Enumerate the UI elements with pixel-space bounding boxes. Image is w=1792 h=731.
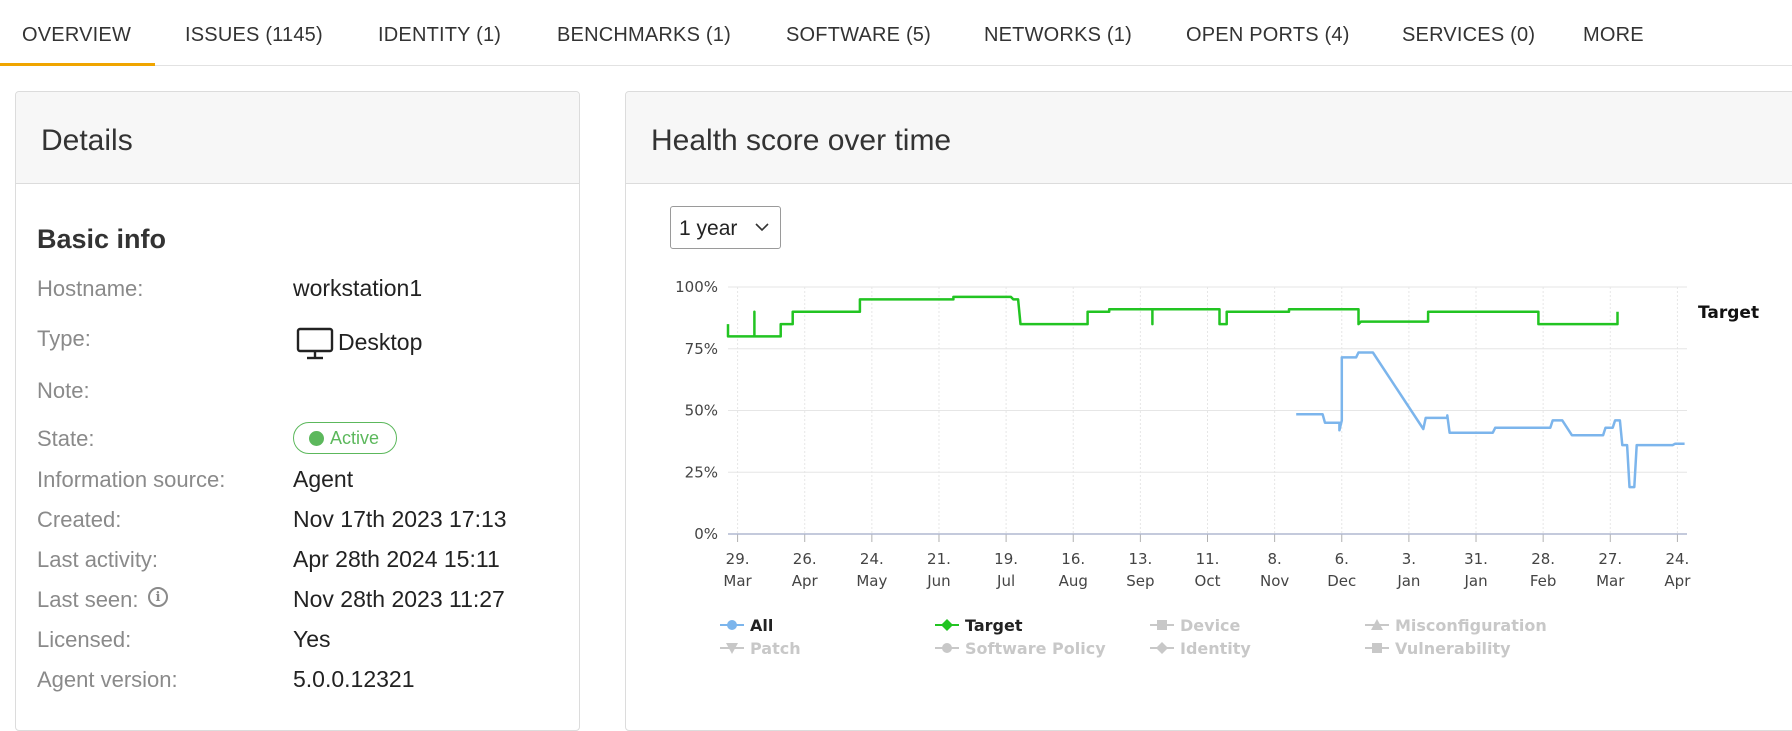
tab-benchmarks[interactable]: BENCHMARKS (1)	[557, 24, 731, 46]
tab-open-ports[interactable]: OPEN PORTS (4)	[1186, 24, 1350, 46]
x-tick-label-day: 27.	[1598, 550, 1622, 568]
type-label: Type:	[37, 326, 91, 351]
series-line-all	[1296, 351, 1685, 489]
legend-item-identity[interactable]: Identity	[1180, 639, 1251, 658]
legend-circle-icon	[942, 643, 952, 653]
legend-triangle-down-icon	[726, 643, 738, 654]
x-tick-label-month: Nov	[1260, 572, 1289, 590]
health-card-header: Health score over time	[626, 92, 1792, 184]
series-line-target	[726, 295, 1619, 338]
details-card-header: Details	[16, 92, 579, 184]
source-value: Agent	[293, 466, 354, 492]
status-dot-icon	[309, 431, 324, 446]
x-tick-label-day: 24.	[860, 550, 884, 568]
legend-square-icon	[1157, 620, 1167, 630]
x-tick-label-day: 16.	[1061, 550, 1085, 568]
legend-square-icon	[1372, 643, 1382, 653]
x-tick-label-day: 21.	[927, 550, 951, 568]
legend-item-patch[interactable]: Patch	[750, 639, 801, 658]
tab-software[interactable]: SOFTWARE (5)	[786, 24, 931, 46]
y-tick-label: 0%	[694, 525, 718, 543]
x-tick-label-month: Apr	[792, 572, 819, 590]
legend-item-device[interactable]: Device	[1180, 616, 1241, 635]
x-tick-label-day: 26.	[793, 550, 817, 568]
x-tick-label-day: 3.	[1402, 550, 1416, 568]
time-range-value: 1 year	[679, 217, 738, 240]
agent-version-value: 5.0.0.12321	[293, 666, 415, 692]
x-tick-label-day: 19.	[994, 550, 1018, 568]
type-value: Desktop	[338, 329, 423, 355]
last-seen-value: Nov 28th 2023 11:27	[293, 586, 505, 612]
x-tick-label-day: 11.	[1196, 550, 1220, 568]
time-range-select[interactable]: 1 year	[670, 206, 781, 249]
legend-item-all[interactable]: All	[750, 616, 773, 635]
y-tick-label: 50%	[685, 402, 718, 420]
tab-more[interactable]: MORE	[1583, 24, 1644, 46]
tab-identity[interactable]: IDENTITY (1)	[378, 24, 502, 46]
agent-version-label: Agent version:	[37, 667, 178, 692]
y-tick-label: 25%	[685, 463, 718, 481]
licensed-label: Licensed:	[37, 627, 132, 652]
x-tick-label-month: May	[856, 572, 887, 590]
legend-item-misconfiguration[interactable]: Misconfiguration	[1395, 616, 1547, 635]
note-label: Note:	[37, 378, 90, 403]
x-tick-label-month: Aug	[1059, 572, 1088, 590]
legend-item-target[interactable]: Target	[965, 616, 1023, 635]
y-tick-label: 100%	[675, 278, 718, 296]
x-tick-label-day: 29.	[726, 550, 750, 568]
details-card: Details	[15, 91, 580, 731]
tab-services[interactable]: SERVICES (0)	[1402, 24, 1536, 46]
legend-triangle-icon	[1371, 619, 1383, 630]
health-title: Health score over time	[651, 124, 952, 157]
details-title: Details	[41, 124, 133, 157]
x-tick-label-day: 6.	[1335, 550, 1349, 568]
target-line-label: Target	[1698, 303, 1759, 323]
legend-diamond-icon	[1156, 642, 1168, 654]
x-tick-label-month: Dec	[1327, 572, 1356, 590]
status-badge-text: Active	[330, 428, 380, 448]
tab-networks[interactable]: NETWORKS (1)	[984, 24, 1132, 46]
x-tick-label-month: Jan	[1463, 572, 1487, 590]
x-tick-label-month: Jun	[926, 572, 950, 590]
active-tab-indicator	[0, 63, 155, 66]
x-tick-label-day: 24.	[1665, 550, 1689, 568]
chevron-down-icon	[755, 223, 769, 232]
desktop-icon	[296, 327, 334, 366]
x-tick-label-month: Mar	[723, 572, 752, 590]
tab-overview[interactable]: OVERVIEW	[22, 24, 132, 46]
status-badge: Active	[293, 422, 397, 454]
tab-bar: OVERVIEW ISSUES (1145) IDENTITY (1) BENC…	[0, 0, 1792, 66]
x-tick-label-month: Sep	[1126, 572, 1154, 590]
x-tick-label-month: Jul	[996, 572, 1015, 590]
last-seen-label: Last seen:	[37, 587, 139, 612]
licensed-value: Yes	[293, 626, 331, 652]
created-label: Created:	[37, 507, 122, 532]
last-activity-label: Last activity:	[37, 547, 159, 572]
x-tick-label-month: Apr	[1664, 572, 1691, 590]
y-tick-label: 75%	[685, 340, 718, 358]
legend-circle-icon	[727, 620, 737, 630]
x-tick-label-month: Oct	[1195, 572, 1221, 590]
x-tick-label-day: 31.	[1464, 550, 1488, 568]
source-label: Information source:	[37, 467, 226, 492]
legend-diamond-icon	[941, 619, 953, 631]
hostname-value: workstation1	[293, 275, 423, 301]
x-tick-label-day: 28.	[1531, 550, 1555, 568]
x-tick-label-month: Feb	[1530, 572, 1557, 590]
x-tick-label-month: Jan	[1396, 572, 1420, 590]
last-activity-value: Apr 28th 2024 15:11	[293, 546, 500, 572]
legend-item-software-policy[interactable]: Software Policy	[965, 639, 1106, 658]
legend-item-vulnerability[interactable]: Vulnerability	[1395, 639, 1511, 658]
state-label: State:	[37, 426, 95, 451]
basic-info-heading: Basic info	[37, 224, 167, 254]
info-icon[interactable]: i	[148, 587, 168, 607]
x-tick-label-month: Mar	[1596, 572, 1625, 590]
created-value: Nov 17th 2023 17:13	[293, 506, 507, 532]
x-tick-label-day: 13.	[1128, 550, 1152, 568]
health-chart: 0% 25% 50% 75% 100% 29. Mar 26. Apr 24. May 21. Jun 1…	[675, 278, 1759, 658]
hostname-label: Hostname:	[37, 276, 144, 301]
tab-issues[interactable]: ISSUES (1145)	[185, 24, 323, 46]
x-tick-label-day: 8.	[1267, 550, 1281, 568]
